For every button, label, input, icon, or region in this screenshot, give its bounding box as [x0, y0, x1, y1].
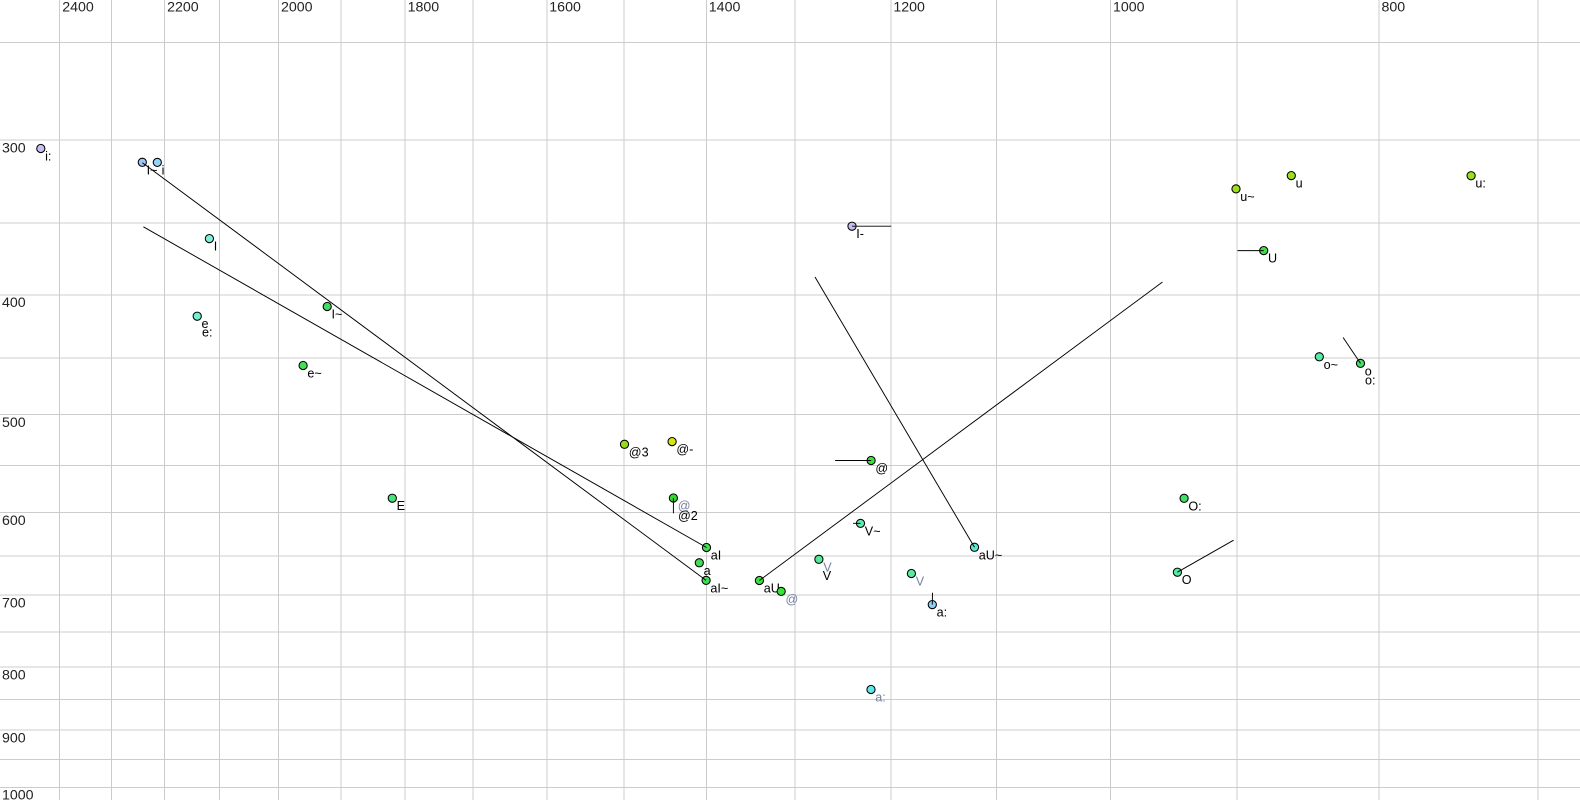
- svg-text:1200: 1200: [893, 0, 925, 16]
- svg-text:u~: u~: [1240, 190, 1254, 204]
- svg-text:V: V: [823, 569, 832, 583]
- svg-text:o: o: [1365, 364, 1372, 378]
- svg-text:I~: I~: [332, 308, 343, 322]
- svg-text:aI: aI: [711, 549, 722, 563]
- svg-text:600: 600: [2, 513, 26, 529]
- svg-text:I-: I-: [856, 227, 864, 241]
- svg-text:i: i: [162, 163, 165, 177]
- svg-text:2000: 2000: [281, 0, 313, 16]
- svg-text:a:: a:: [937, 606, 948, 620]
- svg-text:2200: 2200: [167, 0, 199, 16]
- svg-text:500: 500: [2, 415, 26, 431]
- svg-text:e: e: [202, 317, 209, 331]
- svg-text:o~: o~: [1324, 358, 1338, 372]
- svg-text:I: I: [214, 240, 218, 254]
- svg-text:a:: a:: [875, 691, 886, 705]
- svg-text:e~: e~: [307, 367, 321, 381]
- svg-text:aI~: aI~: [710, 581, 728, 595]
- svg-text:i:: i:: [45, 150, 51, 164]
- svg-text:e:: e:: [202, 326, 213, 340]
- svg-text:@-: @-: [676, 443, 693, 457]
- svg-text:V~: V~: [865, 524, 881, 538]
- svg-text:@3: @3: [629, 445, 649, 459]
- svg-text:1800: 1800: [408, 0, 440, 16]
- svg-text:700: 700: [2, 595, 26, 611]
- svg-text:O:: O:: [1188, 499, 1201, 513]
- svg-text:800: 800: [2, 667, 26, 683]
- svg-text:1400: 1400: [709, 0, 741, 16]
- svg-text:1600: 1600: [549, 0, 581, 16]
- svg-text:V: V: [916, 575, 925, 589]
- svg-text:@2: @2: [678, 509, 698, 523]
- svg-text:@: @: [678, 499, 691, 513]
- svg-text:O: O: [1182, 573, 1192, 587]
- svg-text:aU: aU: [764, 582, 780, 596]
- svg-text:2400: 2400: [62, 0, 94, 16]
- svg-text:E: E: [397, 499, 405, 513]
- svg-text:1000: 1000: [1113, 0, 1145, 16]
- svg-text:U: U: [1268, 252, 1277, 266]
- svg-text:u: u: [1296, 177, 1303, 191]
- svg-text:800: 800: [1382, 0, 1406, 16]
- svg-text:900: 900: [2, 731, 26, 747]
- svg-text:V: V: [823, 560, 832, 574]
- svg-text:1000: 1000: [2, 788, 34, 800]
- svg-text:u:: u:: [1475, 177, 1486, 191]
- svg-text:300: 300: [2, 141, 26, 157]
- svg-text:400: 400: [2, 295, 26, 311]
- svg-text:@: @: [875, 462, 888, 476]
- svg-text:aU~: aU~: [979, 548, 1002, 562]
- svg-text:a: a: [704, 564, 711, 578]
- svg-text:@: @: [786, 592, 799, 606]
- svg-text:o:: o:: [1365, 373, 1376, 387]
